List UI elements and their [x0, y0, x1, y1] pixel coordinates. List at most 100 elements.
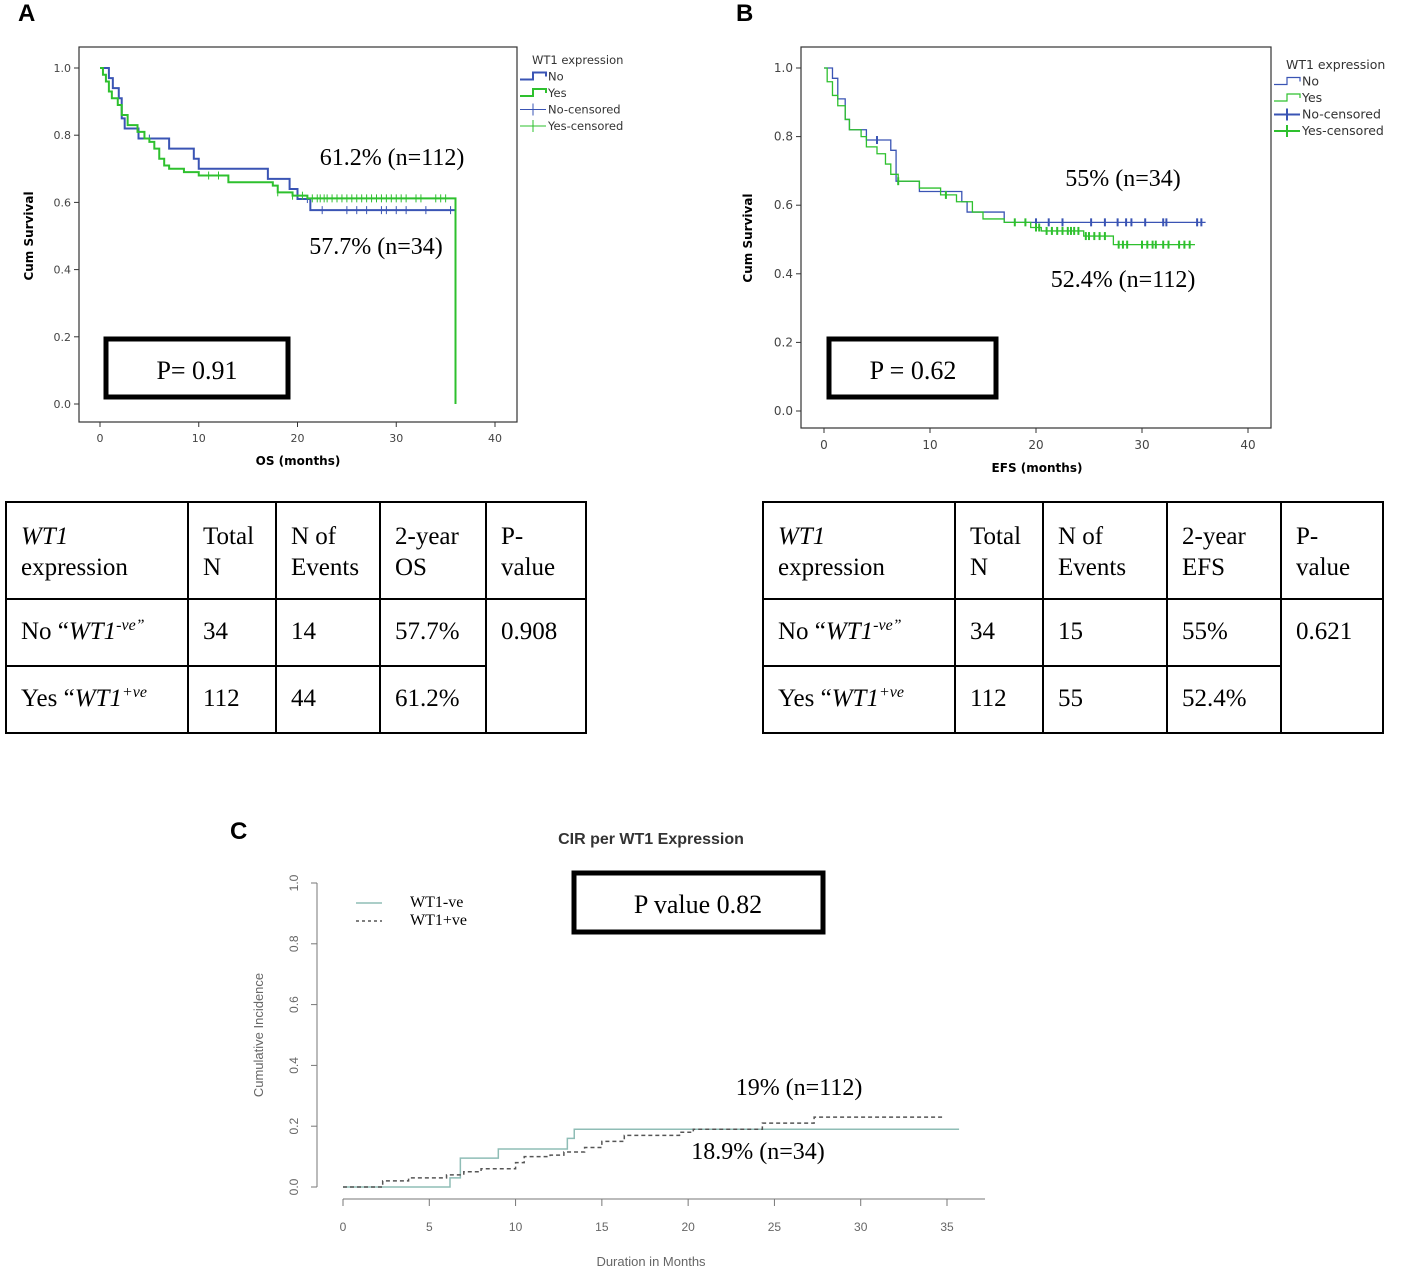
- legend-item: Yes: [1301, 90, 1322, 105]
- x-tick-label: 15: [595, 1220, 609, 1234]
- series-line-wt1-ve: [343, 1128, 960, 1188]
- row-label: No “WT1-ve”: [762, 598, 956, 667]
- y-tick-label: 0.6: [54, 196, 72, 209]
- y-tick-label: 1.0: [287, 874, 301, 891]
- legend-line-no: [520, 71, 547, 81]
- header-expression: expression: [778, 554, 885, 581]
- table-row: No “WT1-ve” 34 15 55% 0.621: [762, 598, 1384, 734]
- y-tick-label: 0.2: [287, 1118, 301, 1135]
- row-label: Yes “WT1+ve: [762, 665, 956, 734]
- y-tick-label: 0.8: [287, 935, 301, 952]
- table-efs: WT1 expression Total N N of Events 2-year…: [762, 501, 1384, 734]
- series-line-no: [824, 67, 1206, 223]
- y-tick-label: 0.8: [54, 129, 72, 142]
- cell-events: 55: [1042, 665, 1168, 734]
- x-axis-label: OS (months): [256, 454, 341, 468]
- y-tick-label: 0.4: [774, 267, 793, 281]
- y-tick-label: 1.0: [774, 61, 793, 75]
- cell-total: 112: [187, 665, 277, 734]
- table-row: Yes “WT1+ve 112 55 52.4%: [762, 665, 1383, 734]
- x-tick-label: 10: [509, 1220, 523, 1234]
- pvalue-text: P= 0.91: [156, 356, 237, 385]
- series-line-wt1+ve: [343, 1116, 944, 1188]
- header-rate: 2-year OS: [379, 501, 487, 600]
- table-header-row: WT1 expression Total N N of Events 2-year…: [5, 501, 587, 600]
- y-tick-label: 0.0: [54, 398, 72, 411]
- legend-item: Yes-censored: [1301, 123, 1384, 138]
- legend-item: No-censored: [548, 103, 621, 117]
- header-total: Total N: [954, 501, 1044, 600]
- cell-total: 34: [187, 598, 277, 667]
- y-tick-label: 0.8: [774, 130, 793, 144]
- y-axis-label: Cumulative Incidence: [251, 973, 266, 1097]
- x-tick-label: 40: [1240, 438, 1255, 452]
- cell-rate: 55%: [1166, 598, 1282, 667]
- series-line-yes: [824, 67, 1195, 246]
- x-axis-label: Duration in Months: [596, 1254, 706, 1269]
- x-tick-label: 30: [389, 432, 403, 445]
- panel-label-a: A: [18, 0, 36, 27]
- table-row: Yes “WT1+ve 112 44 61.2%: [5, 665, 586, 734]
- row-label: No “WT1-ve”: [5, 598, 189, 667]
- x-tick-label: 20: [291, 432, 305, 445]
- header-gene: WT1: [21, 523, 69, 550]
- legend-item: WT1-ve: [410, 894, 463, 911]
- header-rate: 2-year EFS: [1166, 501, 1282, 600]
- x-tick-label: 20: [681, 1220, 695, 1234]
- x-tick-label: 10: [922, 438, 937, 452]
- survival-annotation: 57.7% (n=34): [309, 234, 443, 260]
- header-total: Total N: [187, 501, 277, 600]
- table-header-row: WT1 expression Total N N of Events 2-year…: [762, 501, 1384, 600]
- panel-label-c: C: [230, 818, 248, 845]
- y-axis-label: Cum Survival: [22, 191, 36, 280]
- pvalue-text: P = 0.62: [870, 356, 957, 385]
- panel-label-b: B: [736, 0, 754, 27]
- header-events: N of Events: [275, 501, 381, 600]
- legend-title: WT1 expression: [1286, 57, 1385, 72]
- cell-rate: 52.4%: [1166, 665, 1282, 734]
- cell-rate: 57.7%: [379, 598, 487, 667]
- cell-pvalue: 0.621: [1280, 598, 1384, 734]
- pvalue-text: P value 0.82: [634, 890, 762, 919]
- series-line-no: [100, 67, 456, 212]
- x-tick-label: 0: [97, 432, 104, 445]
- legend-item: Yes-censored: [547, 119, 623, 133]
- legend-item: WT1+ve: [410, 912, 467, 929]
- y-tick-label: 0.6: [774, 198, 793, 212]
- chart-title: CIR per WT1 Expression: [558, 831, 744, 848]
- legend-item: Yes: [547, 86, 567, 100]
- cell-events: 15: [1042, 598, 1168, 667]
- cell-pvalue: 0.908: [485, 598, 587, 734]
- table-row: No “WT1-ve” 34 14 57.7% 0.908: [5, 598, 587, 734]
- legend-item: No: [1302, 74, 1319, 89]
- x-tick-label: 25: [768, 1220, 782, 1234]
- header-events: N of Events: [1042, 501, 1168, 600]
- survival-annotation: 18.9% (n=34): [691, 1139, 825, 1165]
- survival-annotation: 61.2% (n=112): [320, 145, 465, 171]
- survival-annotation: 55% (n=34): [1065, 166, 1181, 192]
- series-line-yes: [100, 67, 457, 404]
- y-tick-label: 0.4: [287, 1057, 301, 1074]
- survival-annotation: 52.4% (n=112): [1051, 267, 1196, 293]
- y-tick-label: 0.6: [287, 996, 301, 1013]
- header-pvalue: P-value: [485, 501, 587, 600]
- header-cell: WT1 expression: [5, 501, 189, 600]
- legend-item: No-censored: [1302, 107, 1381, 122]
- legend-line-no: [1274, 76, 1301, 86]
- y-tick-label: 1.0: [54, 62, 72, 75]
- header-expression: expression: [21, 554, 128, 581]
- table-os: WT1 expression Total N N of Events 2-year…: [5, 501, 587, 734]
- cell-rate: 61.2%: [379, 665, 487, 734]
- survival-annotation: 19% (n=112): [736, 1075, 863, 1101]
- y-tick-label: 0.0: [287, 1178, 301, 1195]
- x-tick-label: 30: [854, 1220, 868, 1234]
- y-tick-label: 0.0: [774, 404, 793, 418]
- x-tick-label: 10: [192, 432, 206, 445]
- x-tick-label: 40: [488, 432, 502, 445]
- y-tick-label: 0.4: [54, 264, 72, 277]
- x-tick-label: 30: [1134, 438, 1149, 452]
- legend-title: WT1 expression: [532, 53, 623, 67]
- pvalue-box: [826, 336, 999, 400]
- legend-line-yes: [520, 88, 547, 97]
